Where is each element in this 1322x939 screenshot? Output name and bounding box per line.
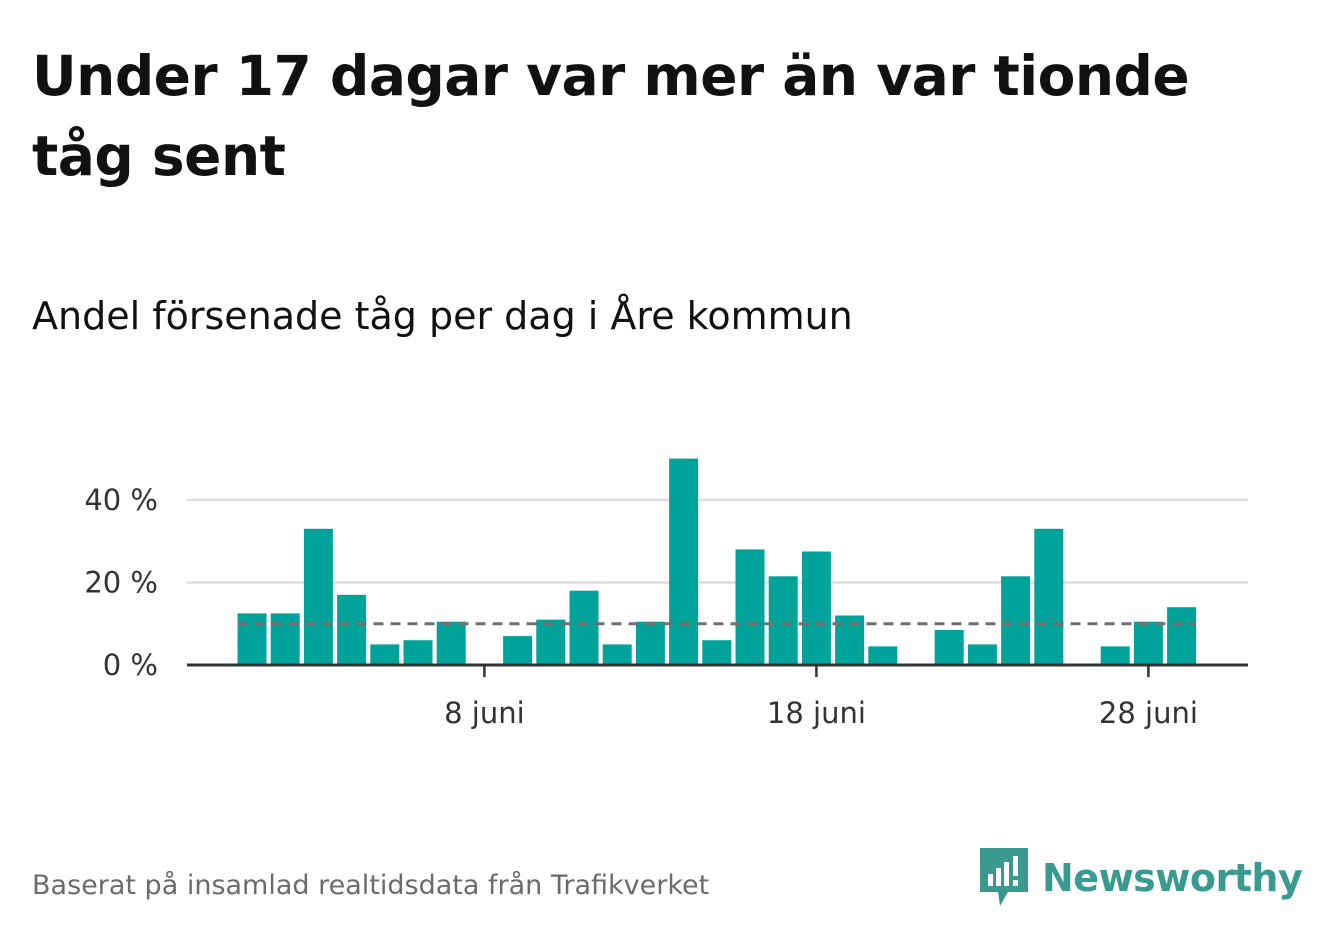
bar <box>270 613 300 665</box>
chart-subtitle: Andel försenade tåg per dag i Åre kommun <box>32 294 853 338</box>
bar <box>768 576 798 665</box>
bar <box>1100 646 1130 665</box>
bar-chart: 0 % 20 % 40 % 8 juni 18 juni 28 juni <box>84 458 1248 730</box>
bar <box>436 621 466 665</box>
bar <box>967 644 997 665</box>
newsworthy-logo-text: Newsworthy <box>1042 856 1303 900</box>
bar <box>569 590 599 665</box>
bar <box>337 594 367 665</box>
bars <box>237 458 1197 665</box>
source-note: Baserat på insamlad realtidsdata från Tr… <box>32 870 710 901</box>
bar <box>1167 607 1197 665</box>
bar <box>303 528 333 665</box>
bar <box>702 640 732 665</box>
chart-title: Under 17 dagar var mer än var tionde tåg… <box>32 44 1190 188</box>
bar <box>1034 528 1064 665</box>
bar <box>735 549 765 665</box>
bar <box>237 613 267 665</box>
y-tick-label: 40 % <box>84 483 158 517</box>
bar <box>1001 576 1031 665</box>
bar <box>536 619 566 665</box>
bar <box>503 636 533 665</box>
bar <box>635 621 665 665</box>
y-tick-label: 0 % <box>103 648 158 682</box>
x-tick-label: 18 juni <box>767 696 866 730</box>
axes: 0 % 20 % 40 % 8 juni 18 juni 28 juni <box>84 483 1248 730</box>
bar <box>602 644 632 665</box>
newsworthy-logo: Newsworthy <box>980 848 1303 908</box>
bar <box>801 551 831 665</box>
grid-lines <box>187 498 1248 584</box>
x-tick-label: 8 juni <box>444 696 525 730</box>
bar <box>403 640 433 665</box>
x-tick-label: 28 juni <box>1099 696 1198 730</box>
bar <box>669 458 699 665</box>
y-tick-label: 20 % <box>84 565 158 599</box>
newsworthy-logo-icon <box>980 848 1028 906</box>
bar <box>868 646 898 665</box>
bar <box>370 644 400 665</box>
bar <box>1133 621 1163 665</box>
bar <box>934 629 964 665</box>
